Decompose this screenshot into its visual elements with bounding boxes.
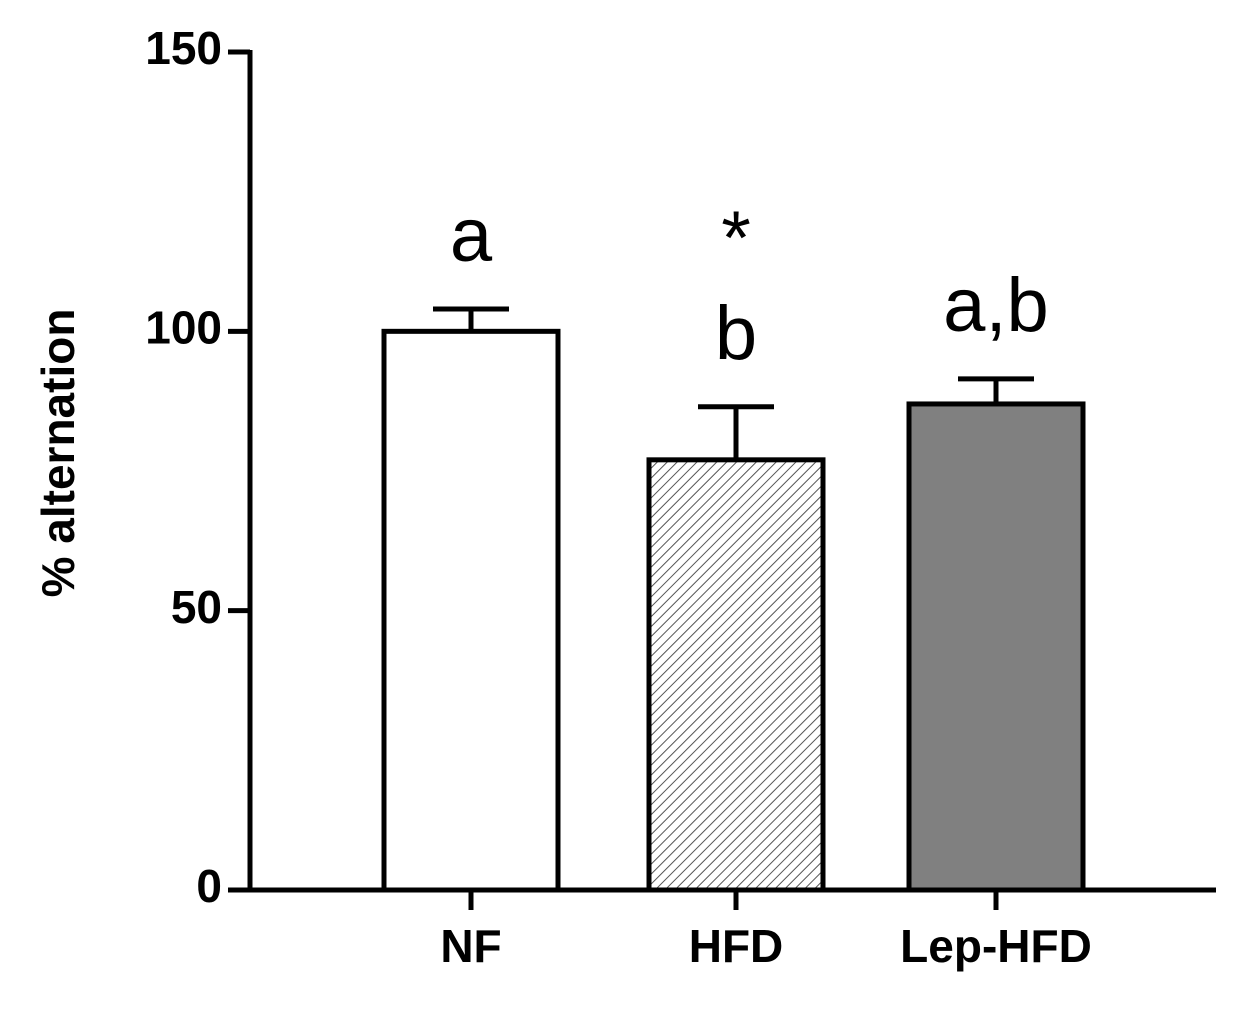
- bar: [646, 457, 826, 893]
- y-axis-label: % alternation: [32, 309, 84, 598]
- annotation: a,b: [943, 263, 1049, 348]
- y-tick-label: 0: [196, 860, 222, 912]
- x-tick-label: NF: [440, 920, 501, 972]
- annotation: *: [721, 196, 751, 281]
- bar: [906, 401, 1086, 893]
- annotation: a: [450, 193, 493, 278]
- y-tick-label: 50: [171, 581, 222, 633]
- bar: [381, 328, 561, 893]
- x-tick-label: Lep-HFD: [900, 920, 1092, 972]
- y-tick-label: 150: [145, 22, 222, 74]
- annotation: b: [715, 291, 757, 376]
- y-tick-label: 100: [145, 301, 222, 353]
- x-tick-label: HFD: [689, 920, 784, 972]
